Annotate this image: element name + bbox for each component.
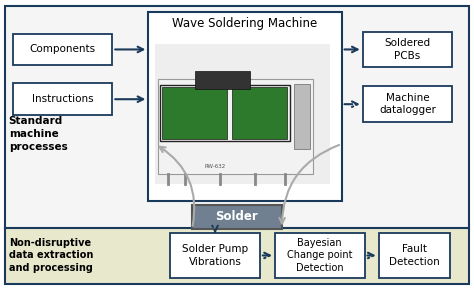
- FancyBboxPatch shape: [162, 87, 227, 139]
- Text: Standard
machine
processes: Standard machine processes: [9, 116, 67, 152]
- FancyBboxPatch shape: [195, 71, 250, 89]
- FancyBboxPatch shape: [232, 87, 287, 139]
- Text: Fault
Detection: Fault Detection: [389, 244, 440, 267]
- FancyBboxPatch shape: [5, 228, 469, 284]
- FancyBboxPatch shape: [363, 32, 452, 67]
- Text: Wave Soldering Machine: Wave Soldering Machine: [173, 17, 318, 30]
- FancyBboxPatch shape: [158, 79, 313, 174]
- FancyBboxPatch shape: [148, 12, 342, 201]
- Text: Non-disruptive
data extraction
and processing: Non-disruptive data extraction and proce…: [9, 238, 93, 273]
- FancyBboxPatch shape: [170, 233, 260, 278]
- FancyBboxPatch shape: [155, 45, 330, 184]
- Text: RW-632: RW-632: [204, 164, 226, 169]
- Text: Solder: Solder: [216, 210, 258, 223]
- FancyBboxPatch shape: [379, 233, 450, 278]
- FancyBboxPatch shape: [13, 83, 112, 115]
- Text: Bayesian
Change point
Detection: Bayesian Change point Detection: [287, 238, 353, 273]
- FancyBboxPatch shape: [5, 6, 469, 229]
- Text: Soldered
PCBs: Soldered PCBs: [384, 38, 430, 61]
- FancyBboxPatch shape: [275, 233, 365, 278]
- Text: Solder Pump
Vibrations: Solder Pump Vibrations: [182, 244, 248, 267]
- FancyBboxPatch shape: [13, 34, 112, 65]
- Text: Instructions: Instructions: [32, 94, 93, 104]
- Text: Machine
datalogger: Machine datalogger: [379, 93, 436, 115]
- FancyBboxPatch shape: [294, 84, 310, 149]
- FancyBboxPatch shape: [363, 86, 452, 122]
- FancyBboxPatch shape: [192, 205, 282, 229]
- Text: Components: Components: [29, 45, 96, 54]
